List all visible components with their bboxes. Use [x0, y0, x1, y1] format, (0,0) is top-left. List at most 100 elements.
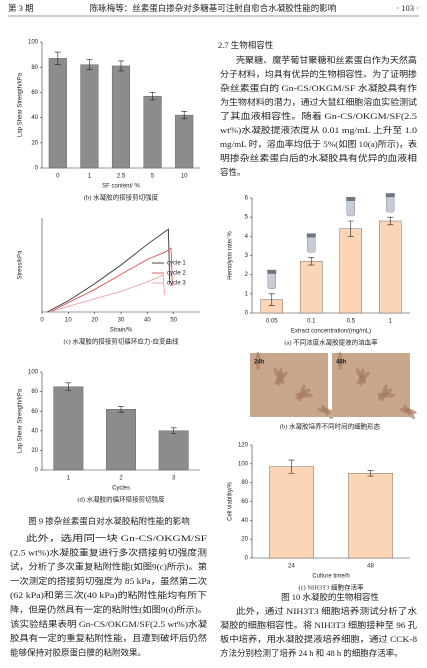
cell-shape — [355, 368, 367, 384]
paragraph-line: 方法分别检测了培养 24 h 和 48 h 的细胞存活率。 — [220, 648, 403, 658]
error-bar — [347, 220, 354, 237]
y-tick-label: 100 — [238, 461, 249, 467]
y-tick-label: 80 — [31, 389, 38, 395]
tube-cap — [385, 193, 395, 198]
error-bar — [149, 92, 156, 101]
paragraph-line: mg/mL 时，溶血率均低于 5%(如图 10(a)所示)，表 — [220, 139, 418, 149]
legend-label: cycle 2 — [167, 271, 186, 277]
panel-caption: (b) 水凝胶培养不同时间的细胞形态 — [280, 421, 381, 430]
bar — [299, 261, 323, 314]
panel-caption: (b) 水凝胶的搭接剪切强度 — [84, 192, 159, 201]
bar — [111, 65, 131, 169]
x-tick-label: 0.5 — [347, 319, 356, 325]
paragraph-line: 胶具有一定的重复粘附性能，且遭到破坏后仍然 — [10, 633, 208, 643]
paragraph-line: 降，但是仍然具有一定的粘附性(如图9(d)所示)。 — [10, 604, 207, 614]
tube-image — [307, 235, 316, 253]
y-tick-label: 60 — [31, 90, 38, 96]
cell-image — [250, 353, 328, 417]
y-tick-label: 5 — [245, 215, 249, 221]
x-tick-label: 0.05 — [266, 319, 278, 325]
y-axis-label: Stress/kPa — [18, 250, 24, 280]
x-tick-label: 30 — [118, 318, 125, 324]
error-bar — [288, 459, 295, 474]
cell-shape — [337, 352, 343, 370]
bar — [106, 409, 136, 471]
bar — [53, 386, 84, 471]
y-tick-label: 40 — [241, 518, 248, 524]
x-tick-label: 0 — [56, 174, 60, 180]
bar — [143, 95, 162, 169]
y-tick-label: 3 — [245, 253, 249, 259]
error-bar — [387, 216, 394, 226]
bar — [348, 473, 393, 559]
x-tick-label: 20 — [91, 318, 98, 324]
y-tick-label: 0 — [35, 166, 39, 172]
x-tick-label: 48 — [367, 564, 374, 570]
panel-caption: (c) NIH3T3 细胞存活率 — [299, 582, 364, 591]
paragraph-line: 能够保持对胶原蛋白膜的粘附效果。 — [10, 647, 146, 657]
paragraph-line: 该实验结果表明 Gn-CS/OKGM/SF(2.5 wt%)水凝 — [10, 619, 208, 629]
panel-caption: (c) 水凝胶的搭接剪切循环应力-应变曲线 — [63, 336, 179, 345]
y-tick-label: 60 — [241, 499, 248, 505]
y-tick-label: 40 — [31, 428, 38, 434]
error-bar — [308, 257, 315, 266]
y-tick-label: 4 — [245, 234, 249, 240]
paragraph-line: 了其血液相容性。随着 Gn-CS/OKGM/SF(2.5 — [220, 111, 417, 121]
x-tick-label: 1 — [389, 319, 393, 325]
x-tick-label: 50 — [170, 318, 177, 324]
bar — [339, 228, 363, 314]
y-tick-label: 0 — [245, 556, 249, 562]
error-bar — [65, 382, 72, 391]
y-axis-label: Hemolysis rate/ % — [228, 231, 234, 280]
tube-image — [346, 198, 355, 217]
paragraph-line: (62 kPa)和第三次(40 kPa)的粘附性能均有所下 — [10, 590, 208, 600]
tube-cap — [306, 233, 316, 238]
error-bar — [170, 427, 177, 435]
paragraph-line: 一次测定的搭接剪切强度为 85 kPa，虽然第二次 — [10, 576, 208, 586]
header-center: 陈咏梅等：丝素蛋白掺杂对多糖基可注射自愈合水凝胶性能的影响 — [90, 3, 337, 13]
paragraph-line: 容性。 — [220, 167, 246, 177]
y-tick-label: 100 — [28, 40, 39, 46]
paragraph-line: 壳聚糖、魔芋葡甘聚糖和丝素蛋白作为天然高 — [236, 55, 417, 65]
paragraph-line: 明掺杂丝素蛋白后的水凝胶具有优异的血液相 — [220, 153, 417, 163]
x-tick-label: 1 — [67, 476, 71, 482]
x-axis-label: Extract concentration/(mg/mL) — [291, 329, 371, 335]
y-tick-label: 40 — [31, 115, 38, 121]
y-tick-label: 20 — [31, 140, 38, 146]
legend-label: cycle 3 — [167, 281, 186, 287]
y-axis-label: Cell viability/% — [228, 482, 234, 521]
y-tick-label: 60 — [31, 409, 38, 415]
image-label: 48h — [336, 360, 347, 366]
cell-shape — [399, 407, 417, 415]
x-tick-label: 3 — [172, 476, 176, 482]
cell-shape — [380, 384, 388, 402]
x-tick-label: 1 — [88, 174, 92, 180]
panel-caption: (d) 水凝胶的循环搭接剪切强度 — [77, 494, 165, 503]
x-tick-label: 24 — [288, 564, 295, 570]
y-tick-label: 20 — [31, 448, 38, 454]
figure-caption: 图 10 水凝胶的生物相容性 — [281, 592, 379, 602]
y-tick-label: 80 — [31, 65, 38, 71]
bar — [48, 58, 67, 169]
x-axis-label: Cycles — [112, 486, 130, 492]
cell-shape — [273, 368, 285, 384]
error-bar — [367, 470, 374, 477]
paragraph-line: 试，分析了多次重复粘附性能(如图9(c)所示)。第 — [10, 562, 208, 572]
error-bar — [54, 51, 61, 65]
bar — [378, 220, 402, 314]
x-axis-label: Culture time/h — [312, 574, 349, 580]
x-tick-label: 10 — [181, 174, 188, 180]
error-bar — [118, 60, 124, 72]
cell-shape — [298, 384, 306, 402]
y-tick-label: 1 — [245, 291, 249, 297]
paragraph-line: 此外，通过 NIH3T3 细胞培养测试分析了水 — [236, 606, 418, 616]
error-bar — [118, 406, 124, 413]
paragraph-line: wt%)水凝胶提液浓度从 0.01 mg/mL 上升至 1.0 — [220, 125, 417, 135]
y-tick-label: 100 — [28, 370, 39, 376]
y-tick-label: 120 — [238, 443, 249, 449]
tube-image — [386, 194, 395, 213]
x-tick-label: 2 — [119, 476, 123, 482]
x-axis-label: Strain/% — [110, 328, 133, 334]
data-line — [49, 247, 173, 313]
